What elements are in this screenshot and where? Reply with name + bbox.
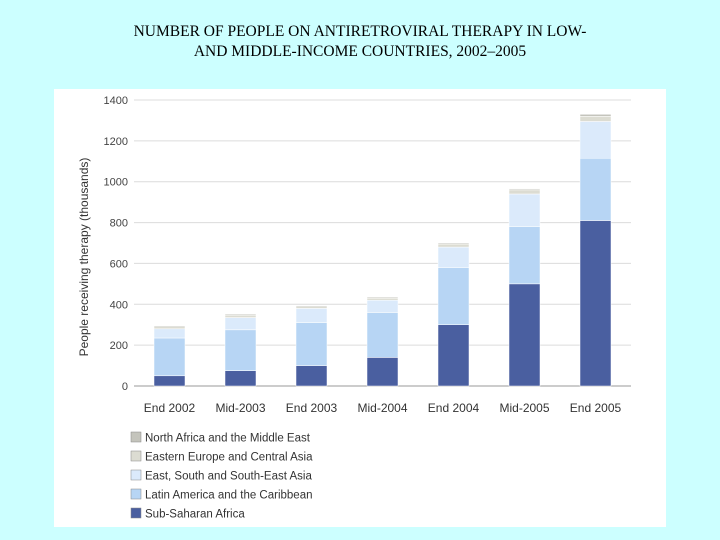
x-tick-label-2: End 2003 — [286, 401, 338, 415]
bar-segment-5-4 — [508, 188, 541, 191]
x-tick-label-3: Mid-2004 — [357, 401, 407, 415]
stacked-bar-chart: 0 200 400 600 800 1000 1200 1400 People receivin… — [77, 95, 631, 521]
bar-segment-2-1 — [295, 322, 328, 366]
y-tick-label-1400: 1400 — [104, 95, 128, 107]
bar-segment-5-1 — [508, 226, 541, 285]
slide-title-line-1: NUMBER OF PEOPLE ON ANTIRETROVIRAL THERA… — [133, 23, 587, 40]
bar-segment-6-0 — [579, 220, 612, 387]
bar-segment-2-4 — [295, 305, 328, 307]
bar-segment-0-2 — [153, 328, 186, 339]
bar-segment-3-0 — [366, 357, 399, 387]
bar-segment-4-3 — [437, 243, 470, 248]
legend-swatch-4 — [130, 507, 142, 519]
x-tick-label-1: Mid-2003 — [215, 401, 265, 415]
x-tick-label-0: End 2002 — [144, 401, 196, 415]
bar-segment-0-3 — [153, 326, 186, 330]
y-axis-title: People receiving therapy (thousands) — [77, 158, 91, 357]
bar-segment-4-1 — [437, 267, 470, 325]
bar-segment-1-2 — [224, 317, 257, 331]
legend-label-2: East, South and South-East Asia — [145, 471, 312, 483]
legend-label-3: Latin America and the Caribbean — [145, 490, 313, 502]
bar-segment-1-0 — [224, 370, 257, 387]
y-tick-label-800: 800 — [110, 218, 128, 230]
y-tick-label-600: 600 — [110, 258, 128, 270]
y-tick-label-200: 200 — [110, 340, 128, 352]
bar-segment-0-4 — [153, 325, 186, 328]
bar-segment-6-3 — [579, 116, 612, 122]
bar-segment-6-1 — [579, 157, 612, 221]
bar-segment-5-3 — [508, 189, 541, 195]
bar-segment-4-2 — [437, 246, 470, 268]
bar-segment-2-0 — [295, 365, 328, 387]
bar-segment-6-4 — [579, 114, 612, 117]
legend-label-1: Eastern Europe and Central Asia — [145, 452, 313, 464]
bar-segment-5-0 — [508, 283, 541, 387]
bar-segment-3-4 — [366, 296, 399, 299]
bar-segment-4-0 — [437, 324, 470, 387]
legend-label-0: North Africa and the Middle East — [145, 433, 311, 445]
legend-swatch-3 — [130, 488, 142, 500]
x-tick-label-6: End 2005 — [570, 401, 622, 415]
bar-segment-0-1 — [153, 337, 186, 377]
legend-label-4: Sub-Saharan Africa — [145, 509, 245, 521]
slide-title: NUMBER OF PEOPLE ON ANTIRETROVIRAL THERA… — [40, 22, 680, 62]
legend-swatch-2 — [130, 469, 142, 481]
bar-segment-3-1 — [366, 312, 399, 358]
legend-swatch-1 — [130, 450, 142, 462]
x-tick-label-4: End 2004 — [428, 401, 480, 415]
x-tick-label-5: Mid-2005 — [499, 401, 549, 415]
bar-segment-4-4 — [437, 242, 470, 245]
bar-segment-6-2 — [579, 121, 612, 159]
bar-segment-3-2 — [366, 299, 399, 313]
legend-swatch-0 — [130, 431, 142, 443]
slide-title-line-2: AND MIDDLE-INCOME COUNTRIES, 2002–2005 — [193, 43, 527, 60]
bar-segment-0-0 — [153, 375, 186, 387]
bar-segment-3-3 — [366, 297, 399, 301]
y-tick-label-0: 0 — [122, 381, 128, 393]
y-tick-label-400: 400 — [110, 299, 128, 311]
chart-panel: 0 200 400 600 800 1000 1200 1400 People receivin… — [54, 89, 666, 527]
bar-segment-2-2 — [295, 308, 328, 323]
y-tick-label-1200: 1200 — [104, 136, 128, 148]
bar-segment-5-2 — [508, 193, 541, 227]
y-tick-label-1000: 1000 — [104, 177, 128, 189]
bar-segment-1-4 — [224, 313, 257, 316]
bar-segment-1-1 — [224, 329, 257, 371]
bar-segment-1-3 — [224, 314, 257, 318]
